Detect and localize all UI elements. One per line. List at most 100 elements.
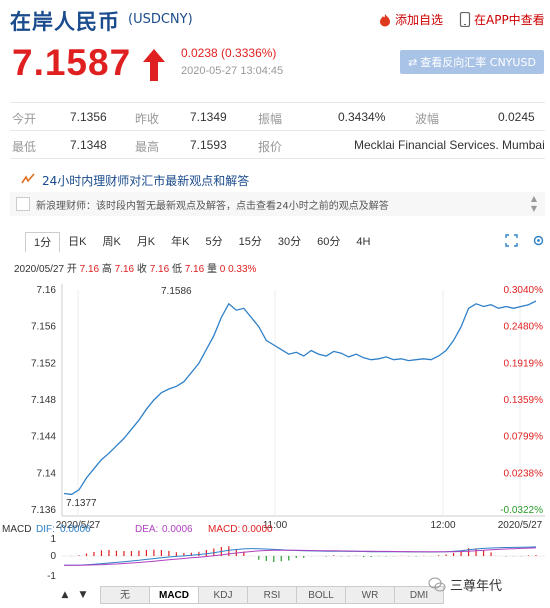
macd-y-tick-label: 1 [50,534,56,545]
view-in-app-label: 在APP中查看 [474,13,545,27]
volume-label: 量 [206,264,217,275]
percent-tick-label: 0.0799% [504,432,544,443]
advisor-opinion-title: 24小时内理财师对汇市最新观点和解答 [42,173,250,188]
percent-tick-label: 0.1919% [504,358,544,369]
header: 在岸人民币 (USDCNY) 添加自选 在APP中查看 [0,0,550,36]
dea-value: 0.0006 [162,524,193,535]
tab-15min[interactable]: 15分 [238,236,262,248]
avatar [16,197,30,211]
chevron-down-icon[interactable]: ▼ [530,204,537,213]
price-chart[interactable]: 7.16 7.156 7.152 7.148 7.144 7.14 7.136 0.3040… [0,278,550,584]
dif-value: 0.0006 [60,524,91,535]
indicator-tab-wr[interactable]: WR [345,586,395,604]
chart-grid [61,284,545,517]
y-tick-label: 7.14 [37,468,57,479]
x-axis: 2020/5/27 11:00 12:00 2020/5/27 [56,520,543,531]
indicator-tab-macd[interactable]: MACD [149,586,199,604]
x-tick-label: 2020/5/27 [498,520,543,531]
symbol-code: (USDCNY) [128,12,193,27]
y-tick-label: 7.136 [31,505,56,516]
y-axis: 7.16 7.156 7.152 7.148 7.144 7.14 7.136 [31,285,56,516]
opinion-scroll[interactable]: ▲ ▼ [531,194,537,214]
macd-y-tick-label: 0 [50,551,56,562]
percent-tick-label: 0.1359% [504,395,544,406]
arrow-up-icon[interactable]: ▲ [61,590,69,600]
open-value: 7.16 [79,264,100,275]
tab-60min[interactable]: 60分 [317,236,341,248]
indicator-tab-rsi[interactable]: RSI [247,586,297,604]
chart-tools [505,234,545,247]
bar-info: 2020/05/27 开 7.16 高 7.16 收 7.16 低 7.16 量… [14,260,256,275]
stats-table: 今开 7.1356 昨收 7.1349 振幅 0.3434% 波幅 0.0245… [10,102,545,159]
advisor-opinion-text: 新浪理财师：该时段内暂无最新观点及解答，点击查看24小时之前的观点及解答 [36,200,389,212]
stat-label: 最高 [135,140,160,154]
x-tick-label: 12:00 [430,520,455,531]
stat-value: 7.1348 [70,138,107,152]
price-line [63,300,537,496]
settings-icon[interactable] [532,234,545,247]
macd-title: MACD [2,524,31,535]
reverse-rate-label: 查看反向汇率 CNYUSD [420,56,536,69]
stat-value: 7.1356 [70,110,107,124]
indicator-tab-boll[interactable]: BOLL [296,586,346,604]
advisor-opinion-box[interactable]: 新浪理财师：该时段内暂无最新观点及解答，点击查看24小时之前的观点及解答 ▲ ▼ [10,192,545,216]
low-annotation: 7.1377 [66,498,97,509]
stat-label: 报价 [258,140,283,154]
fire-icon [380,13,390,26]
tab-month[interactable]: 月K [136,236,156,248]
up-arrow-icon [143,49,165,81]
tab-day[interactable]: 日K [68,236,87,248]
tab-5min[interactable]: 5分 [205,236,223,248]
page-title: 在岸人民币 [10,10,120,34]
advisor-opinion-heading[interactable]: 24小时内理财师对汇市最新观点和解答 [10,168,545,192]
fullscreen-icon[interactable] [505,234,518,247]
stats-row: 最低 7.1348 最高 7.1593 报价 Mecklai Financial… [10,131,545,159]
stat-label: 今开 [12,112,37,126]
high-value: 7.16 [114,264,135,275]
view-in-app-button[interactable]: 在APP中查看 [459,11,545,28]
high-label: 高 [101,264,112,275]
wechat-icon [428,577,446,591]
indicator-tab-dmi[interactable]: DMI [394,586,444,604]
indicator-tab-kdj[interactable]: KDJ [198,586,248,604]
tab-4h[interactable]: 4H [356,236,371,248]
volume-value: 0 [219,264,226,275]
bolt-icon [21,173,35,184]
tab-year[interactable]: 年K [171,236,190,248]
stat-label: 波幅 [415,112,440,126]
percent-tick-label: 0.2480% [504,322,544,333]
price-change: 0.0238 (0.3336%) [181,46,277,60]
watermark: 三尊年代 [428,575,502,594]
y-tick-label: 7.156 [31,322,56,333]
dea-line [64,547,537,566]
close-label: 收 [136,264,147,275]
x-tick-label: 11:00 [263,520,288,531]
indicator-nav: ▲ ▼ [56,587,96,603]
swap-icon: ⇄ [408,55,418,69]
percent-axis: 0.3040% 0.2480% 0.1919% 0.1359% 0.0799% 0.023… [500,285,543,516]
stat-value: 7.1349 [190,110,227,124]
chevron-up-icon[interactable]: ▲ [530,194,537,203]
macd-y-tick-label: -1 [47,571,56,582]
y-tick-label: 7.16 [37,285,57,296]
y-tick-label: 7.152 [31,358,56,369]
tab-30min[interactable]: 30分 [277,236,302,248]
stat-value: Mecklai Financial Services. Mumbai [354,138,545,152]
dif-label: DIF: [36,524,55,535]
macd-panel: MACD DIF: 0.0006 DEA: 0.0006 MACD: 0.0000 1 0 -1 [2,524,545,582]
indicator-tab-none[interactable]: 无 [100,586,150,604]
percent-tick-label: -0.0322% [500,505,543,516]
percent-change: 0.33% [228,264,257,275]
stats-row: 今开 7.1356 昨收 7.1349 振幅 0.3434% 波幅 0.0245 [10,103,545,131]
quote-panel: 7.1587 0.0238 (0.3336%) 2020-05-27 13:04… [0,38,550,94]
tab-week[interactable]: 周K [102,236,121,248]
close-value: 7.16 [149,264,170,275]
stat-value: 0.0245 [498,110,535,124]
reverse-rate-button[interactable]: ⇄ 查看反向汇率 CNYUSD [400,50,544,74]
macd-value: 0.0000 [242,524,273,535]
arrow-down-icon[interactable]: ▼ [79,590,87,600]
period-tabs: 1分 日K 周K 月K 年K 5分 15分 30分 60分 4H [25,232,545,254]
high-annotation: 7.1586 [161,286,192,297]
tab-1min[interactable]: 1分 [25,232,61,252]
add-watch-button[interactable]: 添加自选 [378,11,443,28]
